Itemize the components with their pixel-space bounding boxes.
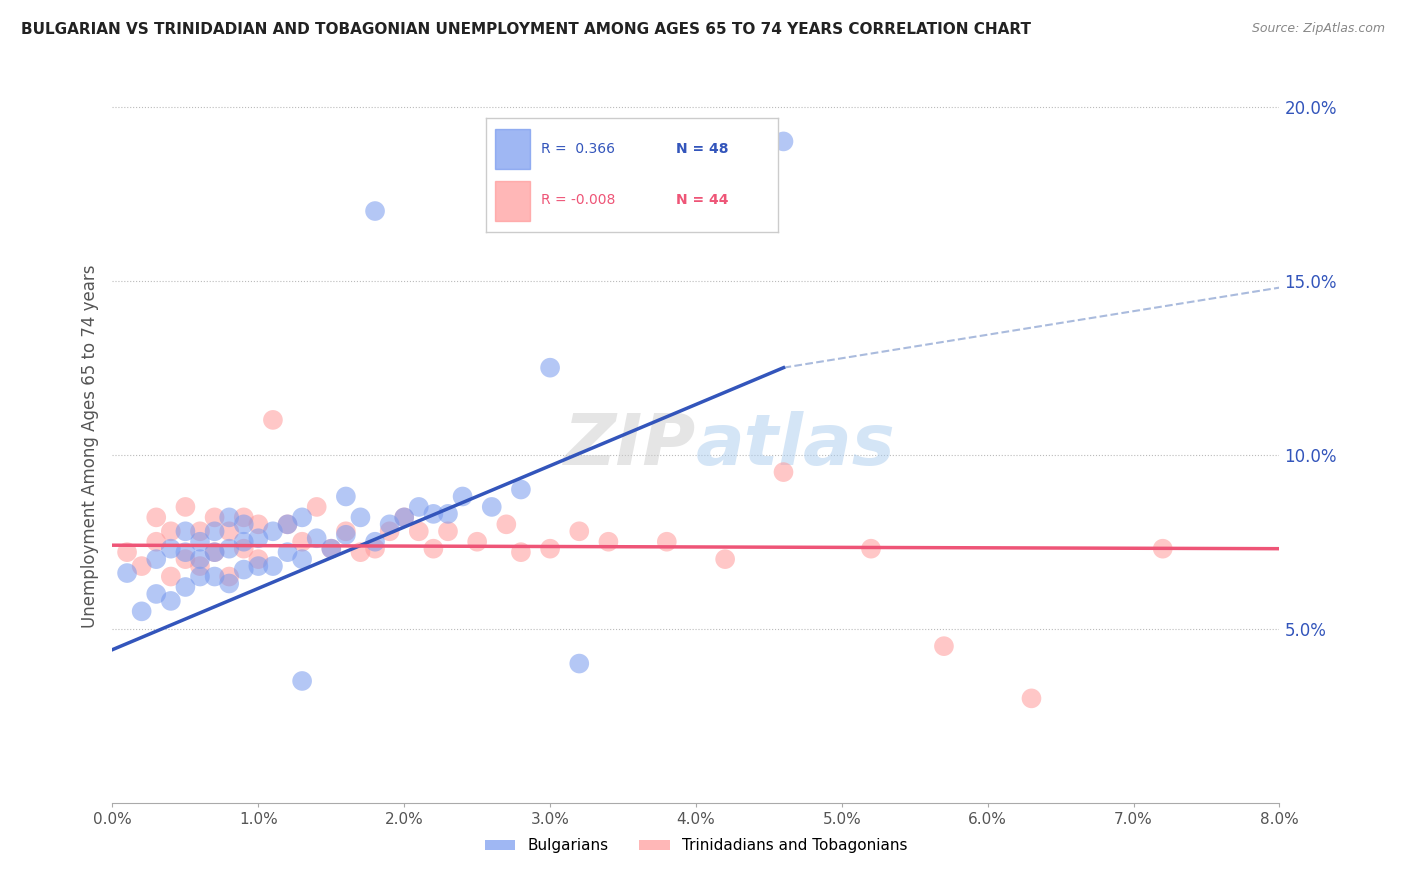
Legend: Bulgarians, Trinidadians and Tobagonians: Bulgarians, Trinidadians and Tobagonians [478, 832, 914, 859]
Point [232, 563, 254, 577]
Point [378, 517, 401, 532]
Point [422, 507, 444, 521]
Point [364, 541, 387, 556]
Point [335, 490, 357, 504]
Point [394, 510, 416, 524]
Point [364, 534, 387, 549]
Point [188, 569, 211, 583]
Point [772, 465, 794, 479]
Point [481, 500, 503, 514]
Point [145, 534, 167, 549]
Point [247, 559, 270, 574]
Point [422, 541, 444, 556]
Point [495, 517, 517, 532]
Point [291, 552, 314, 566]
Point [204, 545, 226, 559]
Point [131, 559, 153, 574]
Point [262, 524, 284, 539]
Point [655, 534, 678, 549]
Point [932, 639, 955, 653]
Point [451, 490, 474, 504]
Point [174, 545, 197, 559]
Point [1152, 541, 1174, 556]
Point [174, 552, 197, 566]
Point [204, 545, 226, 559]
Point [335, 524, 357, 539]
Point [145, 587, 167, 601]
Point [262, 413, 284, 427]
Point [232, 517, 254, 532]
Point [538, 541, 561, 556]
Point [174, 524, 197, 539]
Point [408, 524, 430, 539]
Point [568, 657, 591, 671]
Point [291, 534, 314, 549]
Point [364, 204, 387, 219]
Point [188, 534, 211, 549]
Point [115, 566, 138, 580]
Point [204, 510, 226, 524]
Point [160, 594, 183, 608]
Point [218, 576, 240, 591]
Point [465, 534, 488, 549]
Point [408, 500, 430, 514]
Point [349, 510, 371, 524]
Point [378, 524, 401, 539]
Point [568, 524, 591, 539]
Point [305, 500, 328, 514]
Point [131, 604, 153, 618]
Point [538, 360, 561, 375]
Point [1021, 691, 1043, 706]
Point [204, 569, 226, 583]
Point [232, 541, 254, 556]
Point [145, 552, 167, 566]
Point [188, 559, 211, 574]
Point [247, 517, 270, 532]
Text: Source: ZipAtlas.com: Source: ZipAtlas.com [1251, 22, 1385, 36]
Point [509, 545, 531, 559]
Point [335, 528, 357, 542]
Point [349, 545, 371, 559]
Point [859, 541, 883, 556]
Point [218, 541, 240, 556]
Point [394, 510, 416, 524]
Point [218, 569, 240, 583]
Point [321, 541, 343, 556]
Point [188, 552, 211, 566]
Point [437, 524, 460, 539]
Point [160, 524, 183, 539]
Text: ZIP: ZIP [564, 411, 696, 481]
Point [188, 524, 211, 539]
Point [714, 552, 737, 566]
Point [247, 531, 270, 545]
Point [218, 524, 240, 539]
Point [218, 510, 240, 524]
Point [232, 510, 254, 524]
Point [262, 559, 284, 574]
Point [276, 517, 298, 532]
Point [247, 552, 270, 566]
Y-axis label: Unemployment Among Ages 65 to 74 years: Unemployment Among Ages 65 to 74 years [80, 264, 98, 628]
Point [160, 569, 183, 583]
Point [598, 534, 620, 549]
Point [204, 524, 226, 539]
Point [276, 517, 298, 532]
Point [772, 135, 794, 149]
Text: BULGARIAN VS TRINIDADIAN AND TOBAGONIAN UNEMPLOYMENT AMONG AGES 65 TO 74 YEARS C: BULGARIAN VS TRINIDADIAN AND TOBAGONIAN … [21, 22, 1031, 37]
Point [305, 531, 328, 545]
Point [160, 541, 183, 556]
Point [276, 545, 298, 559]
Point [509, 483, 531, 497]
Point [232, 534, 254, 549]
Point [291, 510, 314, 524]
Text: atlas: atlas [696, 411, 896, 481]
Point [174, 500, 197, 514]
Point [437, 507, 460, 521]
Point [291, 673, 314, 688]
Point [174, 580, 197, 594]
Point [115, 545, 138, 559]
Point [145, 510, 167, 524]
Point [321, 541, 343, 556]
